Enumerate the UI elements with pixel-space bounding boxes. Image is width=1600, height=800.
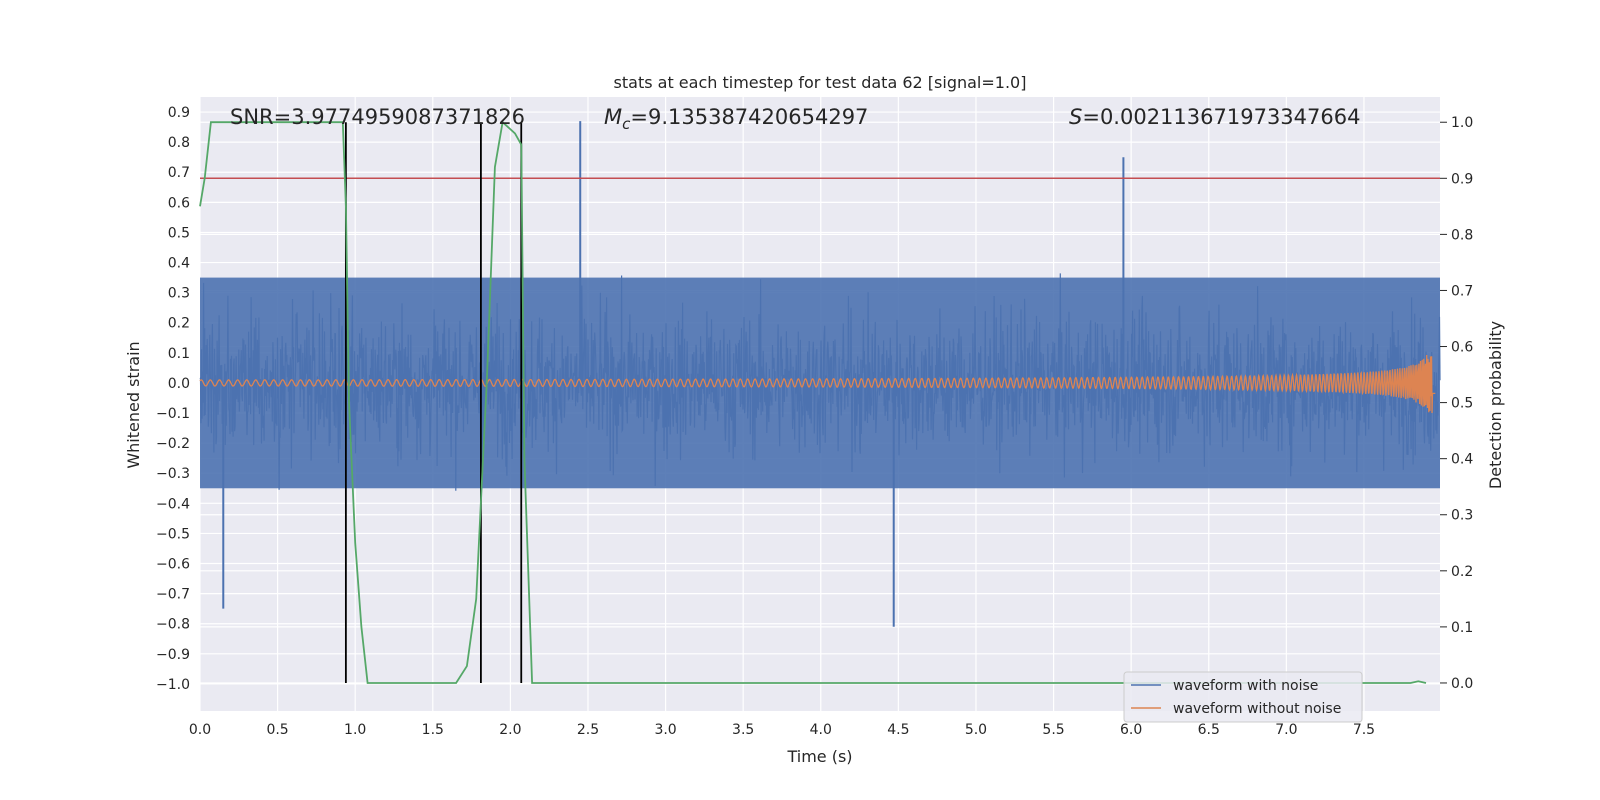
x-tick-label: 0.0 — [189, 722, 211, 738]
clean-series — [199, 354, 1436, 414]
snr-annotation: SNR=3.9774959087371826 — [230, 105, 525, 129]
x-tick-label: 4.5 — [887, 722, 909, 738]
y-tick-label: −0.3 — [156, 466, 190, 482]
y-tick-label: −0.2 — [156, 436, 190, 452]
y2-tick-label: 0.9 — [1451, 171, 1473, 187]
mc-symbol: M — [604, 105, 622, 129]
probability-series — [199, 120, 1427, 684]
x-tick-label: 3.0 — [654, 722, 676, 738]
y-tick-label: −0.6 — [156, 557, 190, 573]
x-tick-label: 1.5 — [422, 722, 444, 738]
probability-line — [199, 120, 1427, 684]
legend-label-clean: waveform without noise — [1173, 701, 1341, 717]
y-tick-label: 0.8 — [168, 135, 190, 151]
y2-axis-ticks: 1.0 0.9 0.8 0.7 0.6 0.5 0.4 0.3 0.2 0.1 0.0 — [1440, 115, 1473, 692]
y-tick-label: −0.8 — [156, 617, 190, 633]
s-value: =0.002113671973347664 — [1082, 105, 1360, 129]
x-tick-label: 6.5 — [1198, 722, 1220, 738]
y2-tick-label: 0.7 — [1451, 283, 1473, 299]
y2-tick-label: 0.2 — [1451, 564, 1473, 580]
chart-title: stats at each timestep for test data 62 … — [614, 73, 1027, 92]
y-tick-label: 0.6 — [168, 195, 190, 211]
y2-axis-label: Detection probability — [1486, 321, 1505, 489]
y-tick-label: −0.9 — [156, 647, 190, 663]
y-tick-label: 0.3 — [168, 286, 190, 302]
y-tick-label: 0.0 — [168, 376, 190, 392]
y-axis-label: Whitened strain — [124, 341, 143, 468]
y-tick-label: −0.4 — [156, 496, 190, 512]
mc-annotation: Mc=9.135387420654297 — [604, 105, 868, 133]
x-tick-label: 1.0 — [344, 722, 366, 738]
y-tick-label: −0.1 — [156, 406, 190, 422]
y2-tick-label: 0.4 — [1451, 452, 1473, 468]
y2-tick-label: 0.6 — [1451, 340, 1473, 356]
x-axis-label: Time (s) — [786, 747, 852, 766]
legend: waveform with noise waveform without noi… — [1123, 671, 1363, 723]
y2-tick-label: 0.5 — [1451, 396, 1473, 412]
legend-box — [1123, 671, 1363, 723]
x-tick-label: 6.0 — [1120, 722, 1142, 738]
y2-tick-label: 0.3 — [1451, 508, 1473, 524]
y-tick-label: 0.2 — [168, 316, 190, 332]
x-tick-label: 7.5 — [1353, 722, 1375, 738]
s-annotation: S=0.002113671973347664 — [1069, 105, 1360, 129]
x-tick-label: 2.0 — [499, 722, 521, 738]
clean-line — [199, 354, 1436, 414]
x-axis-ticks: 0.0 0.5 1.0 1.5 2.0 2.5 3.0 3.5 4.0 4.5 5.0 5.5 6.0 6… — [189, 722, 1375, 738]
y-axis-ticks: 0.9 0.8 0.7 0.6 0.5 0.4 0.3 0.2 0.1 0.0 −0.1 −0.2 −0… — [156, 105, 190, 693]
x-tick-label: 5.5 — [1042, 722, 1064, 738]
y-tick-label: 0.7 — [168, 165, 190, 181]
s-symbol: S — [1069, 105, 1082, 129]
x-tick-label: 3.5 — [732, 722, 754, 738]
mc-subscript: c — [622, 115, 631, 133]
y2-tick-label: 0.1 — [1451, 620, 1473, 636]
x-tick-label: 5.0 — [965, 722, 987, 738]
y-tick-label: −0.7 — [156, 587, 190, 603]
y2-tick-label: 0.8 — [1451, 227, 1473, 243]
y2-tick-label: 0.0 — [1451, 676, 1473, 692]
mc-value: =9.135387420654297 — [630, 105, 868, 129]
y-tick-label: 0.1 — [168, 346, 190, 362]
y-tick-label: 0.4 — [168, 256, 190, 272]
x-tick-label: 0.5 — [266, 722, 288, 738]
y-tick-label: −1.0 — [156, 677, 190, 693]
y-tick-label: 0.5 — [168, 225, 190, 241]
legend-label-noise: waveform with noise — [1173, 678, 1318, 694]
x-tick-label: 4.0 — [810, 722, 832, 738]
y-tick-label: 0.9 — [168, 105, 190, 121]
x-tick-label: 2.5 — [577, 722, 599, 738]
x-tick-label: 7.0 — [1275, 722, 1297, 738]
y2-tick-label: 1.0 — [1451, 115, 1473, 131]
y-tick-label: −0.5 — [156, 526, 190, 542]
